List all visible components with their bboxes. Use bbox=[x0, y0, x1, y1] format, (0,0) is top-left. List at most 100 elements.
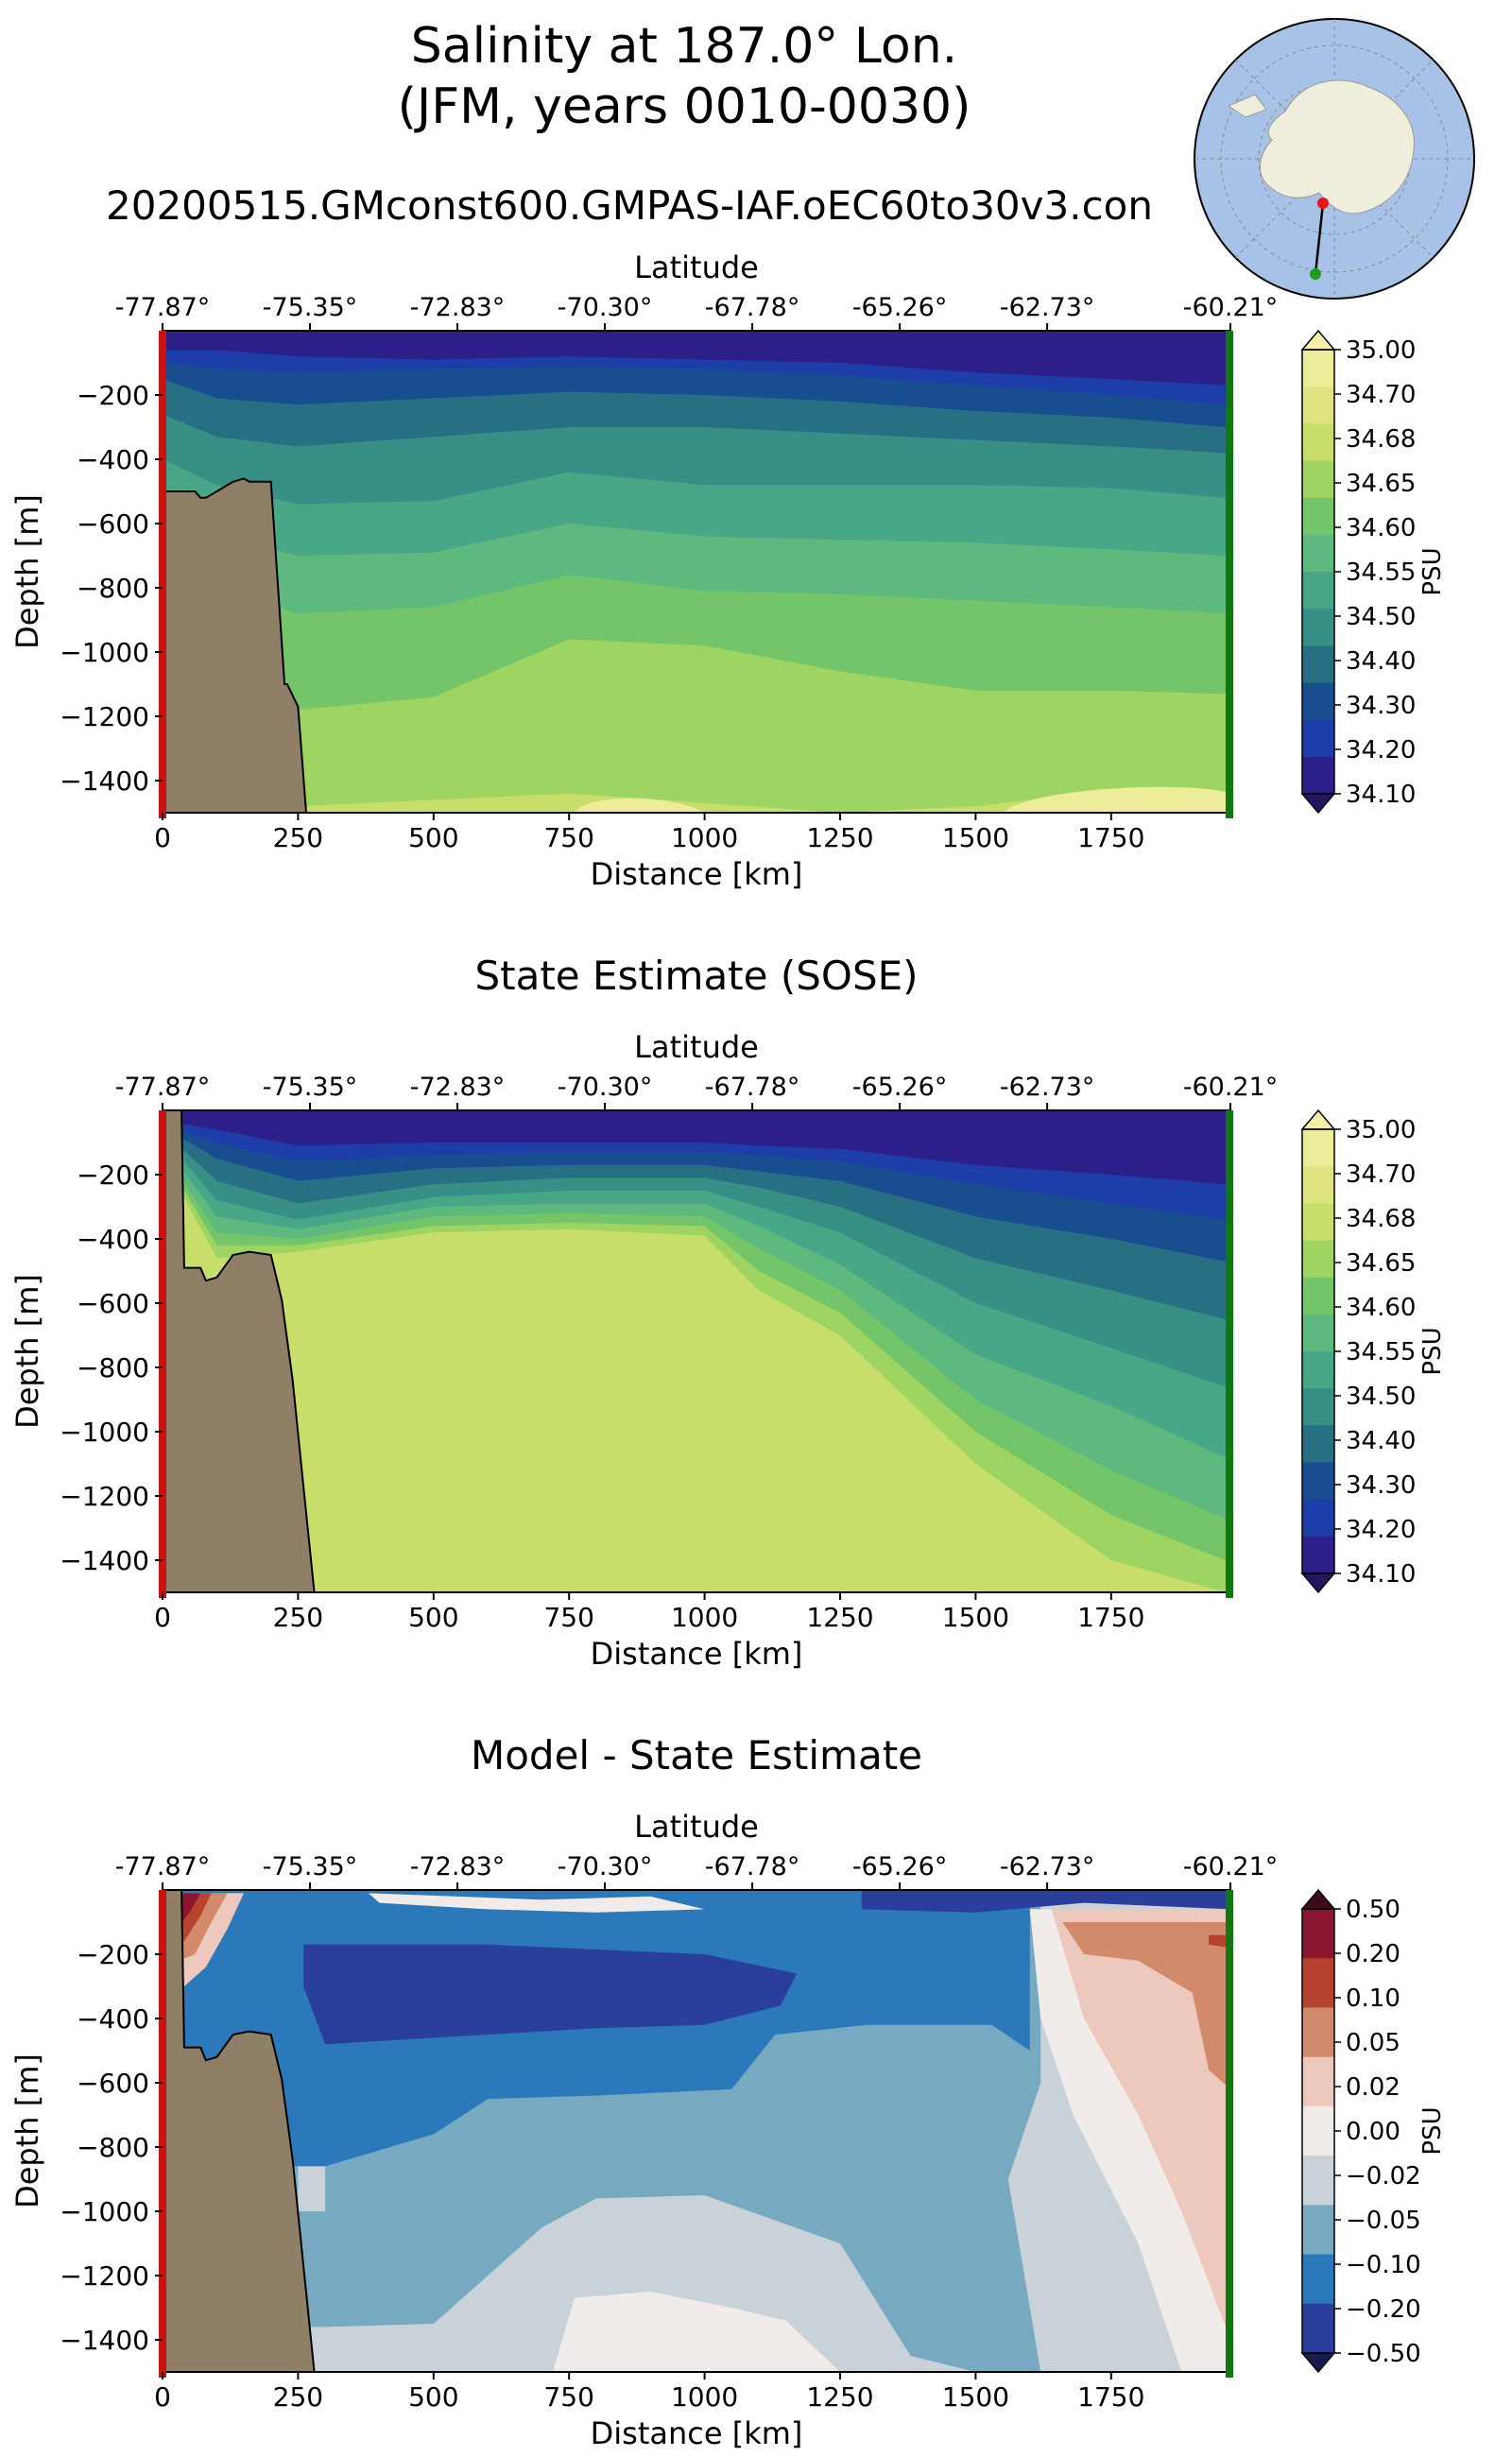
colorbar-segment bbox=[1302, 2056, 1334, 2107]
top-tick-label: -65.26° bbox=[852, 1073, 948, 1102]
colorbar-segment bbox=[1302, 609, 1334, 646]
colorbar-tick-label: 0.05 bbox=[1346, 2029, 1400, 2057]
colorbar-tick-label: 34.65 bbox=[1346, 1249, 1416, 1278]
top-tick-label: -60.21° bbox=[1183, 1852, 1279, 1881]
colorbar-tick-label: 34.20 bbox=[1346, 736, 1416, 765]
diff-region-neg-0.02-lower bbox=[298, 2166, 326, 2211]
colorbar-segment bbox=[1302, 2007, 1334, 2058]
colorbar-tick-label: 34.70 bbox=[1346, 1160, 1416, 1189]
colorbar-tick-label: 34.65 bbox=[1346, 470, 1416, 498]
top-tick-label: -75.35° bbox=[263, 1852, 358, 1881]
x-tick-label: 1500 bbox=[942, 822, 1009, 853]
y-tick-label: −400 bbox=[77, 444, 149, 475]
panel-title: State Estimate (SOSE) bbox=[474, 953, 918, 999]
top-tick-label: -67.78° bbox=[705, 293, 800, 322]
x-tick-label: 1250 bbox=[806, 2381, 873, 2413]
transect-end-dot bbox=[1310, 268, 1321, 280]
y-tick-label: −1400 bbox=[60, 765, 149, 797]
layer-above-34.68 bbox=[163, 639, 1230, 813]
colorbar-segment bbox=[1302, 1499, 1334, 1538]
transect-start-marker bbox=[159, 1110, 166, 1598]
top-tick-label: -62.73° bbox=[1000, 1852, 1095, 1881]
colorbar-under-triangle bbox=[1300, 1572, 1336, 1594]
colorbar-tick-label: 34.55 bbox=[1346, 1338, 1416, 1366]
top-axis-label: Latitude bbox=[634, 1809, 759, 1845]
colorbar-segment bbox=[1302, 1351, 1334, 1389]
top-tick-label: -67.78° bbox=[705, 1852, 800, 1881]
y-axis-label: Depth [m] bbox=[9, 1274, 45, 1429]
diff-region-pos-west-max bbox=[179, 1893, 201, 1926]
top-tick-label: -75.35° bbox=[263, 1073, 358, 1102]
x-tick-label: 1750 bbox=[1077, 1602, 1144, 1633]
diff-region-zero-top bbox=[369, 1893, 705, 1913]
y-tick-label: −400 bbox=[77, 2003, 149, 2035]
transect-start-dot bbox=[1317, 198, 1329, 209]
colorbar-tick-label: −0.50 bbox=[1346, 2340, 1421, 2368]
bathymetry-land bbox=[162, 477, 308, 814]
top-tick-label: -60.21° bbox=[1183, 1073, 1279, 1102]
contour-field bbox=[163, 331, 1230, 813]
y-tick-label: −600 bbox=[77, 508, 149, 540]
antarctic-polar-map-icon bbox=[1194, 18, 1475, 300]
y-tick-label: −1000 bbox=[60, 1417, 149, 1448]
colorbar-tick-label: 0.50 bbox=[1346, 1896, 1400, 1924]
colorbar-tick-label: 34.55 bbox=[1346, 558, 1416, 587]
colorbar-tick-label: 34.50 bbox=[1346, 603, 1416, 631]
y-tick-label: −600 bbox=[77, 1288, 149, 1319]
colorbar-over-triangle bbox=[1300, 329, 1336, 351]
y-tick-label: −1400 bbox=[60, 2325, 149, 2356]
x-tick-label: 1750 bbox=[1077, 2381, 1144, 2413]
colorbar-under-triangle bbox=[1300, 793, 1336, 815]
colorbar-tick-label: −0.05 bbox=[1346, 2207, 1421, 2235]
top-tick-label: -62.73° bbox=[1000, 1073, 1095, 1102]
colorbar-tick-label: −0.10 bbox=[1346, 2251, 1421, 2279]
transect-end-marker bbox=[1226, 331, 1233, 818]
colorbar-segment bbox=[1302, 1388, 1334, 1426]
y-tick-label: −200 bbox=[77, 380, 149, 411]
top-tick-label: -70.30° bbox=[558, 293, 653, 322]
colorbar-segment bbox=[1302, 572, 1334, 610]
colorbar-salinity: 35.00 34.70 34.68 34.65 34.60 34.55 34.50 34.40… bbox=[1300, 329, 1447, 815]
top-tick-label: -72.83° bbox=[410, 293, 506, 322]
colorbar-label: PSU bbox=[1418, 547, 1447, 595]
colorbar-segment bbox=[1302, 756, 1334, 795]
colorbar-segment bbox=[1302, 350, 1334, 387]
colorbar-tick-label: 0.20 bbox=[1346, 1940, 1400, 1968]
colorbar-segment bbox=[1302, 1958, 1334, 2008]
layer-above-34.70-patch bbox=[1003, 786, 1230, 813]
colorbar-segment bbox=[1302, 460, 1334, 499]
colorbar-tick-label: 34.40 bbox=[1346, 1427, 1416, 1455]
top-tick-label: -77.87° bbox=[115, 1073, 211, 1102]
x-tick-label: 1000 bbox=[671, 2381, 738, 2413]
top-tick-label: -62.73° bbox=[1000, 293, 1095, 322]
top-tick-label: -70.30° bbox=[558, 1073, 653, 1102]
panel-title: Model - State Estimate bbox=[471, 1732, 922, 1778]
y-tick-label: −200 bbox=[77, 1160, 149, 1191]
top-tick-label: -67.78° bbox=[705, 1073, 800, 1102]
colorbar-segment bbox=[1302, 387, 1334, 424]
colorbar-under-triangle bbox=[1300, 2352, 1336, 2374]
difference-field bbox=[163, 1890, 1230, 2372]
colorbar-tick-label: 34.68 bbox=[1346, 1205, 1416, 1233]
colorbar-tick-label: 34.60 bbox=[1346, 514, 1416, 542]
figure-title-line2: (JFM, years 0010-0030) bbox=[398, 78, 971, 135]
diff-region-pos-0.05-east bbox=[1062, 1922, 1230, 2089]
colorbar-segment bbox=[1302, 1909, 1334, 1959]
colorbar-segment bbox=[1302, 645, 1334, 683]
x-tick-label: 0 bbox=[154, 2381, 171, 2413]
colorbar-segment bbox=[1302, 1425, 1334, 1463]
x-tick-label: 0 bbox=[154, 822, 171, 853]
colorbar-segment bbox=[1302, 423, 1334, 461]
x-tick-label: 1250 bbox=[806, 822, 873, 853]
x-tick-label: 750 bbox=[543, 2381, 593, 2413]
colorbar-segment bbox=[1302, 1462, 1334, 1501]
layer-above-34.70-patch bbox=[574, 798, 705, 813]
x-tick-label: 250 bbox=[273, 1602, 323, 1633]
bathymetry-land bbox=[162, 1109, 316, 1593]
top-tick-label: -75.35° bbox=[263, 293, 358, 322]
top-tick-label: -65.26° bbox=[852, 1852, 948, 1881]
contour-field bbox=[163, 1110, 1230, 1592]
colorbar-segment bbox=[1302, 1166, 1334, 1204]
colorbar-segment bbox=[1302, 1240, 1334, 1279]
